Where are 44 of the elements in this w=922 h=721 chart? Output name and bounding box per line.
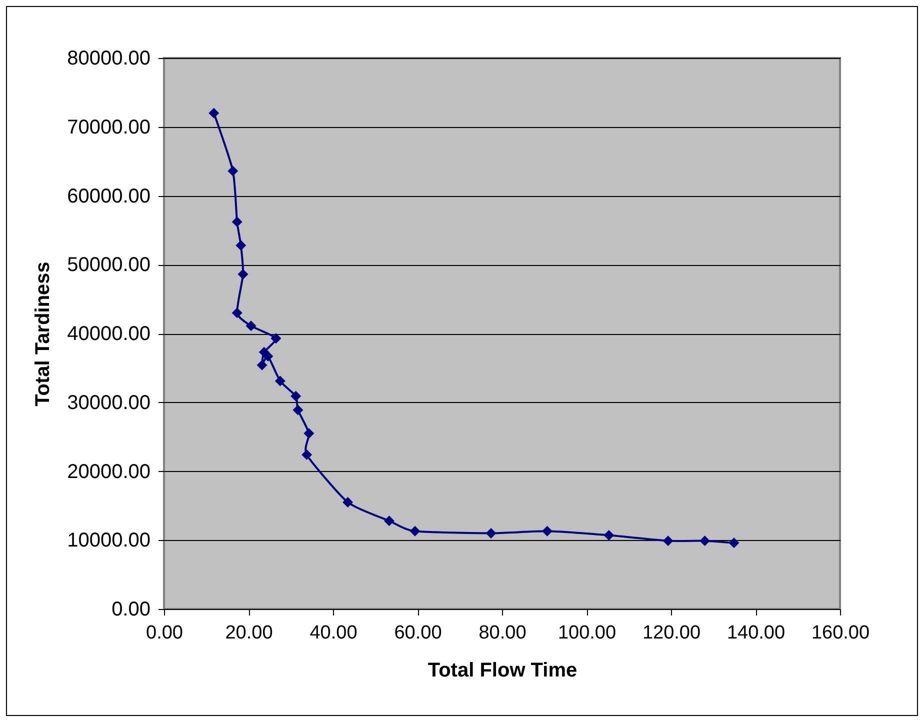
y-axis-title: Total Tardiness xyxy=(32,262,54,406)
x-tick-label: 20.00 xyxy=(225,622,273,644)
point xyxy=(262,350,274,362)
point xyxy=(256,360,268,370)
point xyxy=(208,108,220,118)
x-tick-label: 60.00 xyxy=(394,622,442,644)
y-tick-label: 30000.00 xyxy=(67,392,150,414)
y-tick-label: 20000.00 xyxy=(67,460,150,483)
x-tick-label: 0.00 xyxy=(146,622,183,644)
point xyxy=(542,526,552,536)
point xyxy=(236,240,246,251)
point xyxy=(228,166,238,176)
y-tick-label: 70000.00 xyxy=(67,116,150,138)
point xyxy=(246,320,256,332)
x-tick-label: 40.00 xyxy=(310,622,358,644)
point xyxy=(302,449,312,460)
point xyxy=(700,536,710,546)
x-tick-label: 160.00 xyxy=(811,622,870,644)
point xyxy=(604,530,614,541)
y-tick-label: 0.00 xyxy=(112,598,150,620)
point xyxy=(292,404,304,416)
x-tick-label: 80.00 xyxy=(478,622,526,644)
point xyxy=(304,428,314,439)
point xyxy=(486,528,496,538)
point xyxy=(232,216,242,228)
x-tick-label: 100.00 xyxy=(558,622,616,644)
x-axis-title: Total Flow Time xyxy=(428,660,578,682)
point xyxy=(238,269,248,280)
y-tick-label: 10000.00 xyxy=(67,530,150,552)
x-tick-label: 120.00 xyxy=(642,622,701,644)
point xyxy=(384,516,394,526)
y-tick-label: 80000.00 xyxy=(67,48,150,70)
point xyxy=(342,497,354,508)
point xyxy=(232,308,242,318)
x-tick-label: 140.00 xyxy=(726,622,786,644)
y-tick-label: 50000.00 xyxy=(67,254,150,276)
point xyxy=(274,376,286,386)
y-tick-label: 40000.00 xyxy=(67,323,150,345)
point xyxy=(290,390,302,402)
point xyxy=(270,333,282,344)
point xyxy=(662,536,674,546)
point xyxy=(410,526,420,536)
y-tick-label: 60000.00 xyxy=(67,185,150,208)
point xyxy=(728,538,740,548)
